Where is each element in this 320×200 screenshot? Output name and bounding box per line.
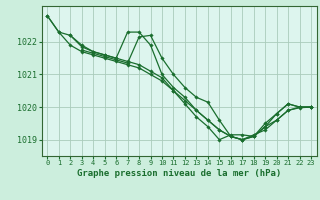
X-axis label: Graphe pression niveau de la mer (hPa): Graphe pression niveau de la mer (hPa) — [77, 169, 281, 178]
